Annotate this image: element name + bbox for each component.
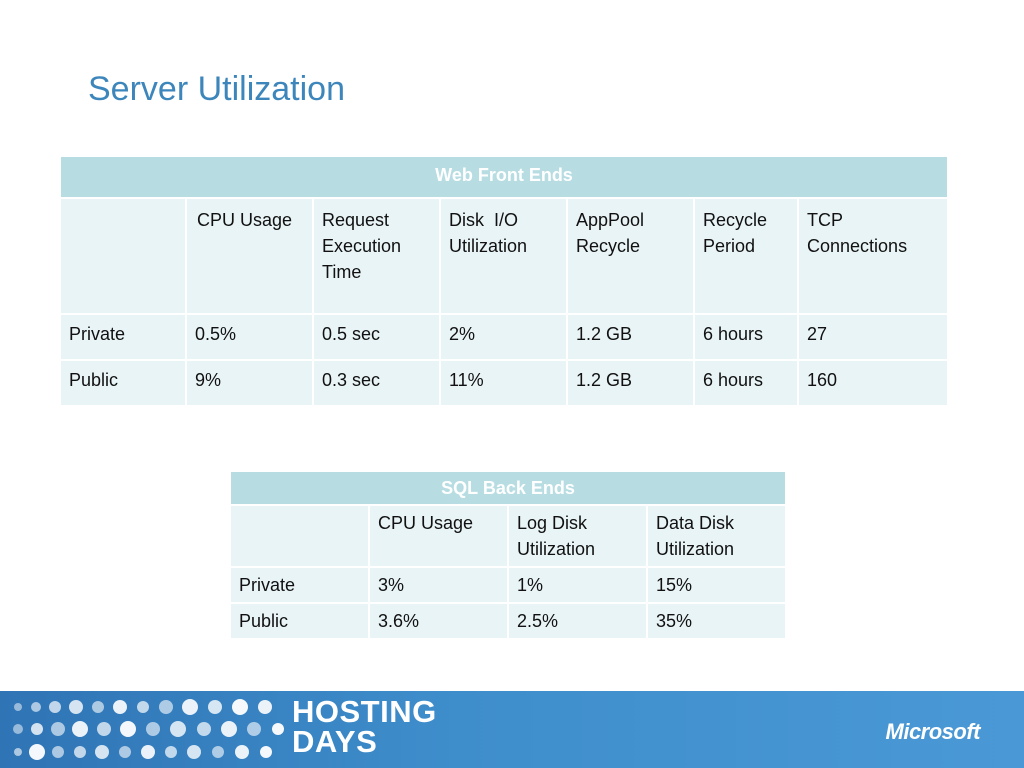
header-cell: Log Disk Utilization	[507, 504, 648, 568]
table-cell: 3.6%	[368, 602, 509, 640]
row-label: Private	[59, 313, 187, 361]
table-cell: 1.2 GB	[566, 359, 695, 407]
dot-pattern-logo	[13, 699, 284, 760]
table-header-row: CPU Usage Log Disk Utilization Data Disk…	[229, 504, 788, 568]
header-cell: Recycle Period	[693, 197, 799, 315]
hosting-days-logo: HOSTING DAYS	[292, 694, 437, 759]
sql-back-ends-table: SQL Back Ends CPU Usage Log Disk Utiliza…	[228, 470, 788, 640]
table-header-row: CPU Usage Request Execution Time Disk I/…	[59, 197, 949, 315]
footer-band: HOSTING DAYS Microsoft	[0, 691, 1024, 768]
web-front-ends-table: Web Front Ends CPU Usage Request Executi…	[59, 155, 949, 407]
header-cell: Request Execution Time	[312, 197, 441, 315]
table-cell: 9%	[185, 359, 314, 407]
table-cell: 0.5%	[185, 313, 314, 361]
header-cell: AppPool Recycle	[566, 197, 695, 315]
table-cell: 2.5%	[507, 602, 648, 640]
header-cell: CPU Usage	[368, 504, 509, 568]
table-row: Public 3.6% 2.5% 35%	[229, 602, 788, 640]
table-cell: 6 hours	[693, 313, 799, 361]
table-cell: 1.2 GB	[566, 313, 695, 361]
table-cell: 11%	[439, 359, 568, 407]
table-cell: 35%	[645, 602, 788, 640]
header-cell: TCP Connections	[797, 197, 949, 315]
row-label: Public	[59, 359, 187, 407]
header-cell: Data Disk Utilization	[645, 504, 788, 568]
table-row: Public 9% 0.3 sec 11% 1.2 GB 6 hours 160	[59, 359, 949, 407]
table-cell: 1%	[507, 566, 648, 604]
table-cell: 15%	[645, 566, 788, 604]
row-label: Private	[229, 566, 370, 604]
header-cell: CPU Usage	[185, 197, 314, 315]
table-caption: SQL Back Ends	[228, 470, 788, 506]
table-row: Private 3% 1% 15%	[229, 566, 788, 604]
table-cell: 160	[797, 359, 949, 407]
table-cell: 0.5 sec	[312, 313, 441, 361]
header-cell	[229, 504, 370, 568]
table-caption: Web Front Ends	[59, 155, 949, 199]
table-cell: 3%	[368, 566, 509, 604]
brand-line-1: HOSTING	[292, 694, 437, 729]
header-cell: Disk I/O Utilization	[439, 197, 568, 315]
table-cell: 6 hours	[693, 359, 799, 407]
table-cell: 27	[797, 313, 949, 361]
slide-title: Server Utilization	[88, 70, 345, 108]
row-label: Public	[229, 602, 370, 640]
header-cell	[59, 197, 187, 315]
brand-line-2: DAYS	[292, 724, 378, 759]
table-cell: 0.3 sec	[312, 359, 441, 407]
table-row: Private 0.5% 0.5 sec 2% 1.2 GB 6 hours 2…	[59, 313, 949, 361]
microsoft-logo: Microsoft	[885, 719, 981, 744]
table-cell: 2%	[439, 313, 568, 361]
